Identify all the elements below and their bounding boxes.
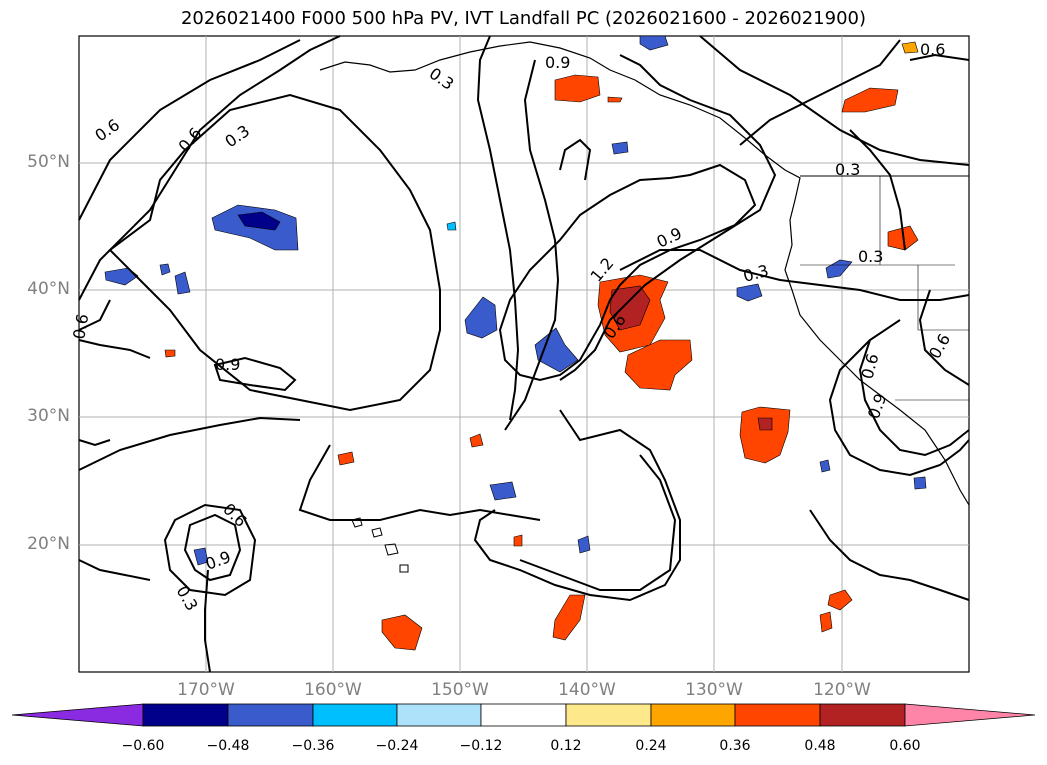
colorbar-tick: 0.48 xyxy=(804,738,836,754)
contour-label: 0.9 xyxy=(545,53,570,72)
colorbar-extend-low xyxy=(11,703,144,727)
pv-positive-region xyxy=(607,96,623,103)
lon-label: 160°W xyxy=(304,680,362,700)
pv-positive-region xyxy=(757,417,773,431)
lat-label: 40°N xyxy=(27,279,70,299)
lon-label: 170°W xyxy=(177,680,235,700)
pv-positive-region xyxy=(624,339,693,391)
pv-positive-region xyxy=(609,285,651,331)
contour-label: 0.3 xyxy=(835,160,860,179)
colorbar-tick: −0.48 xyxy=(206,738,250,754)
lon-label: 130°W xyxy=(685,680,743,700)
graticule xyxy=(79,36,969,672)
ivt-contours xyxy=(78,35,970,673)
pv-negative-region xyxy=(174,271,191,295)
colorbar-tick: 0.24 xyxy=(635,738,667,754)
colorbar-tick: −0.12 xyxy=(459,738,503,754)
pv-positive-region xyxy=(469,433,484,448)
lat-label: 50°N xyxy=(27,152,70,172)
pv-negative-region xyxy=(577,535,591,554)
contour-label: 0.9 xyxy=(215,355,240,374)
pv-positive-region xyxy=(513,534,523,547)
pv-positive-region xyxy=(337,451,355,466)
contour-label: 0.3 xyxy=(858,247,883,266)
colorbar-tick: −0.24 xyxy=(375,738,419,754)
pv-positive-region xyxy=(739,406,791,464)
pv-negative-region xyxy=(611,141,629,155)
pv-negative-region xyxy=(913,476,927,490)
pv-positive-region xyxy=(381,614,423,651)
pv-positive-region xyxy=(164,349,176,358)
pv-negative-region xyxy=(639,35,669,51)
colorbar-tick: 0.12 xyxy=(550,738,582,754)
contour-label: 0.6 xyxy=(69,312,92,340)
pv-positive-region xyxy=(552,594,586,641)
pv-negative-region xyxy=(534,327,579,373)
map-frame xyxy=(78,35,970,673)
pv-negative-region xyxy=(159,263,171,276)
pv-negative-region xyxy=(489,481,517,501)
pv-negative-region xyxy=(825,259,853,279)
pv-positive-region xyxy=(554,74,601,103)
colorbar-tick: 0.60 xyxy=(889,738,921,754)
map-title: 2026021400 F000 500 hPa PV, IVT Landfall… xyxy=(180,8,867,29)
pv-negative-regions xyxy=(104,35,927,566)
colorbar xyxy=(11,703,1036,727)
pv-negative-region xyxy=(819,459,831,473)
colorbar-tick: 0.36 xyxy=(719,738,751,754)
pv-negative-region xyxy=(237,211,281,231)
pv-positive-region xyxy=(841,87,899,113)
pv-positive-region xyxy=(827,589,853,611)
pv-positive-region xyxy=(901,41,919,54)
pv-negative-region xyxy=(464,296,498,339)
colorbar-tick: −0.60 xyxy=(121,738,165,754)
lat-label: 20°N xyxy=(27,534,70,554)
pv-negative-region xyxy=(736,283,763,302)
pv-negative-region xyxy=(446,221,457,231)
lon-label: 120°W xyxy=(813,680,871,700)
pv-negative-region xyxy=(104,267,139,286)
pv-negative-region xyxy=(193,547,209,566)
pv-positive-regions xyxy=(164,41,919,651)
colorbar-tick: −0.36 xyxy=(291,738,335,754)
lon-label: 150°W xyxy=(431,680,489,700)
lat-label: 30°N xyxy=(27,406,70,426)
colorbar-extend-high xyxy=(904,703,1036,727)
pv-positive-region xyxy=(819,611,833,633)
contour-label: 0.6 xyxy=(920,40,945,59)
lon-label: 140°W xyxy=(558,680,616,700)
